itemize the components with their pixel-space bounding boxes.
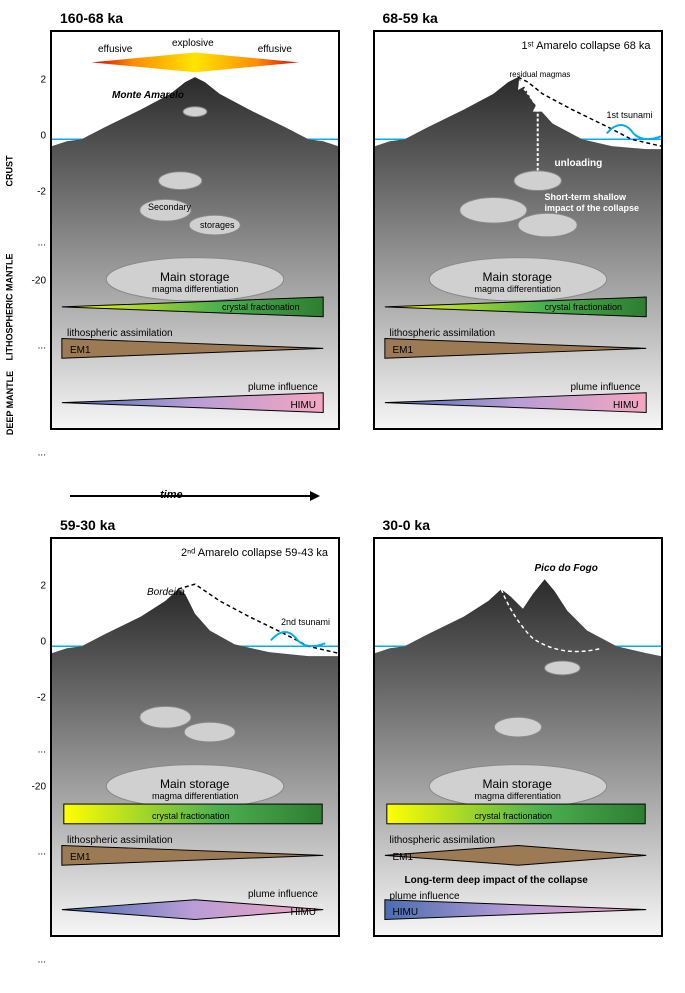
- main-storage-b: Main storage: [483, 270, 552, 284]
- main-storage-c: Main storage: [160, 777, 229, 791]
- y-axis-a: 2 0 -2 ... -20 ... ...: [22, 10, 48, 477]
- plume-d: plume influence: [390, 891, 460, 902]
- em1-c: EM1: [70, 852, 91, 863]
- side-axis-labels: CRUST LITHOSPHERIC MANTLE DEEP MANTLE: [0, 30, 20, 430]
- litho-assim-d: lithospheric assimilation: [390, 835, 496, 846]
- tsunami-c: 2nd tsunami: [281, 617, 330, 627]
- plume-b: plume influence: [570, 382, 640, 393]
- panel-c-box: 2ⁿᵈ Amarelo collapse 59-43 ka Bordeira 2…: [50, 537, 340, 937]
- sec-label-1: Secondary: [148, 202, 191, 212]
- panel-d-box: Pico do Fogo Main storage magma differen…: [373, 537, 663, 937]
- side-crust: CRUST: [5, 156, 15, 187]
- himu-a: HIMU: [290, 400, 316, 411]
- monte-amarelo-label: Monte Amarelo: [112, 90, 184, 101]
- ea-right: effusive: [258, 44, 292, 55]
- litho-assim-c: lithospheric assimilation: [67, 835, 173, 846]
- ea-center: explosive: [172, 38, 214, 49]
- panel-c-svg: [52, 539, 338, 935]
- main-storage-d: Main storage: [483, 777, 552, 791]
- panel-a-svg: [52, 32, 338, 428]
- panel-b-box: 1ˢᵗ Amarelo collapse 68 ka residual magm…: [373, 30, 663, 430]
- em1-d: EM1: [393, 852, 414, 863]
- panel-c: 59-30 ka 2 0 -2 ... -20 ... ...: [50, 517, 353, 984]
- side-deep: DEEP MANTLE: [5, 371, 15, 435]
- sec-label-2: storages: [200, 220, 235, 230]
- panel-b-svg: [375, 32, 661, 428]
- em1-a: EM1: [70, 345, 91, 356]
- crystal-b: crystal fractionation: [545, 302, 623, 312]
- bordeira-label: Bordeira: [147, 587, 185, 598]
- panel-c-title: 59-30 ka: [60, 517, 353, 533]
- plume-c: plume influence: [248, 889, 318, 900]
- tsunami-b: 1st tsunami: [606, 110, 652, 120]
- himu-c: HIMU: [290, 907, 316, 918]
- y-axis-c: 2 0 -2 ... -20 ... ...: [22, 517, 48, 984]
- long-term-d: Long-term deep impact of the collapse: [405, 875, 588, 886]
- panel-d-title: 30-0 ka: [383, 517, 676, 533]
- panel-a: 160-68 ka CRUST LITHOSPHERIC MANTLE DEEP…: [50, 10, 353, 477]
- crystal-c: crystal fractionation: [152, 811, 230, 821]
- pico-label: Pico do Fogo: [535, 563, 598, 574]
- main-storage-sub-a: magma differentiation: [152, 284, 238, 294]
- main-storage-a: Main storage: [160, 270, 229, 284]
- time-arrow-label: time: [160, 489, 183, 501]
- time-arrow: time: [70, 491, 320, 501]
- side-litho: LITHOSPHERIC MANTLE: [5, 254, 15, 361]
- subtitle-b: 1ˢᵗ Amarelo collapse 68 ka: [521, 40, 650, 52]
- panel-grid: 160-68 ka CRUST LITHOSPHERIC MANTLE DEEP…: [0, 0, 685, 993]
- subtitle-c: 2ⁿᵈ Amarelo collapse 59-43 ka: [181, 547, 328, 559]
- panel-a-title: 160-68 ka: [60, 10, 353, 26]
- panel-b-title: 68-59 ka: [383, 10, 676, 26]
- ea-left: effusive: [98, 44, 132, 55]
- panel-b: 68-59 ka: [373, 10, 676, 477]
- residual-label: residual magmas: [510, 70, 571, 79]
- short-term-label: Short-term shallowimpact of the collapse: [545, 192, 655, 214]
- plume-a: plume influence: [248, 382, 318, 393]
- main-storage-sub-c: magma differentiation: [152, 791, 238, 801]
- litho-assim-a: lithospheric assimilation: [67, 328, 173, 339]
- himu-b: HIMU: [613, 400, 639, 411]
- crystal-a: crystal fractionation: [222, 302, 300, 312]
- unloading-label: unloading: [555, 158, 603, 169]
- main-storage-sub-d: magma differentiation: [475, 791, 561, 801]
- panel-d: 30-0 ka Pico do Fogo Main storage magma …: [373, 517, 676, 984]
- em1-b: EM1: [393, 345, 414, 356]
- panel-a-box: effusive explosive effusive Monte Amarel…: [50, 30, 340, 430]
- main-storage-sub-b: magma differentiation: [475, 284, 561, 294]
- litho-assim-b: lithospheric assimilation: [390, 328, 496, 339]
- himu-d: HIMU: [393, 907, 419, 918]
- crystal-d: crystal fractionation: [475, 811, 553, 821]
